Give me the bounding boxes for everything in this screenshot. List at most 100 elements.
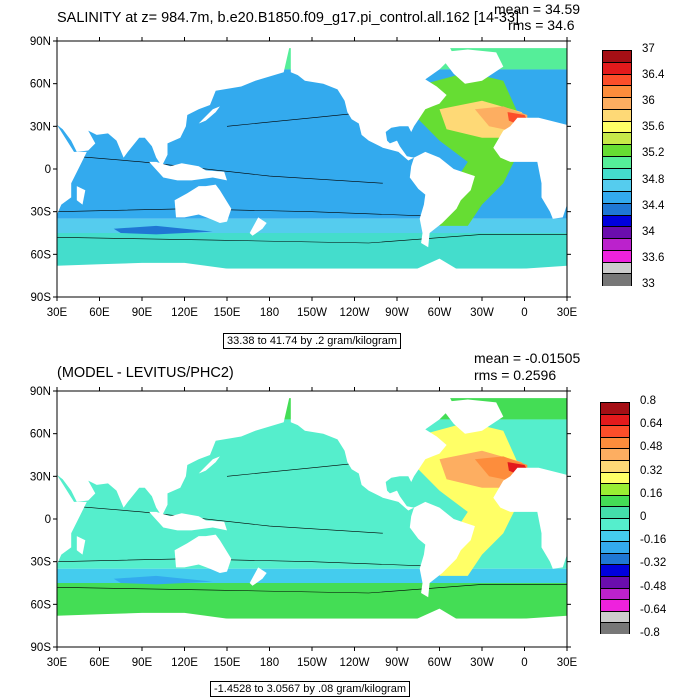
lat-label: 60S (31, 249, 52, 261)
colorbar-swatch (602, 226, 632, 239)
colorbar-label: 0.16 (640, 487, 663, 500)
contour-line (57, 558, 426, 567)
lon-label: 180 (260, 307, 279, 319)
lon-label: 150W (297, 657, 327, 669)
lon-label: 120E (171, 307, 198, 319)
colorbar-swatch (600, 402, 630, 415)
colorbar-swatch (602, 50, 632, 63)
lat-label: 90S (31, 292, 52, 304)
colorbar-label: 34.4 (642, 199, 665, 212)
colorbar-swatch (600, 599, 630, 612)
land-antarctica (57, 608, 567, 647)
contour-line (57, 234, 567, 244)
lat-label: 0 (45, 514, 51, 526)
lon-label: 150W (297, 307, 327, 319)
contour-line (57, 208, 426, 217)
lat-label: 90S (31, 642, 52, 654)
colorbar-swatch (600, 518, 630, 531)
lon-label: 30E (557, 307, 578, 319)
panel-title: (MODEL - LEVITUS/PHC2) (57, 365, 234, 381)
lon-label: 60W (428, 657, 452, 669)
colorbar-swatch (602, 202, 632, 215)
colorbar-swatch (600, 564, 630, 577)
lat-label: 60N (30, 429, 51, 441)
land-samer (409, 501, 475, 598)
lon-label: 30W (470, 657, 494, 669)
contour-range-note: 33.38 to 41.74 by .2 gram/kilogram (223, 333, 401, 349)
contour-range-note: -1.4528 to 3.0567 by .08 gram/kilogram (210, 681, 411, 697)
lat-label: 0 (45, 164, 51, 176)
colorbar-swatch (600, 448, 630, 461)
colorbar-swatch (602, 214, 632, 227)
lon-label: 120E (171, 657, 198, 669)
lon-label: 60E (89, 657, 110, 669)
colorbar-swatch (602, 73, 632, 86)
colorbar-swatch (600, 610, 630, 623)
lon-label: 0 (521, 307, 527, 319)
land-africa (57, 474, 87, 565)
land-madagascar (76, 536, 86, 555)
lon-label: 30E (557, 657, 578, 669)
colorbar-label: 0.48 (640, 441, 663, 454)
colorbar-swatch (600, 576, 630, 589)
lon-label: 150E (214, 307, 241, 319)
land-indonesia (149, 161, 227, 181)
lat-label: 60S (31, 599, 52, 611)
contour-line (57, 154, 383, 184)
colorbar-label: 36 (642, 95, 655, 108)
colorbar-label: 34 (642, 225, 655, 238)
colorbar-swatch (602, 108, 632, 121)
colorbar-label: 0.64 (640, 418, 663, 431)
land-greenland (439, 399, 504, 434)
lon-label: 60W (428, 307, 452, 319)
difference-panel: (MODEL - LEVITUS/PHC2) mean = -0.01505 r… (0, 350, 700, 700)
land-australia (174, 534, 232, 573)
colorbar-label: 0 (640, 511, 647, 523)
lat-label: 30S (31, 557, 52, 569)
lon-label: 120W (339, 307, 369, 319)
lon-label: 30W (470, 307, 494, 319)
lat-label: 30S (31, 207, 52, 219)
lon-label: 90E (132, 657, 153, 669)
land-japan (198, 106, 220, 124)
lon-label: 90W (385, 657, 409, 669)
lat-label: 30N (30, 471, 51, 483)
low-salinity-pool (113, 225, 213, 235)
colorbar-label: -0.64 (640, 603, 667, 616)
salinity-panel: SALINITY at z= 984.7m, b.e20.B1850.f09_g… (30, 1, 665, 349)
land-eurasia (57, 41, 291, 167)
colorbar-swatch (602, 61, 632, 74)
colorbar-swatch (602, 179, 632, 192)
land-namer (290, 391, 454, 511)
contour-line (57, 504, 383, 534)
colorbar-swatch (600, 483, 630, 496)
colorbar-swatch (600, 552, 630, 565)
colorbar-swatch (602, 85, 632, 98)
colorbar-label: -0.16 (640, 534, 667, 547)
colorbar-swatch (600, 471, 630, 484)
land-eurasia (57, 391, 291, 517)
colorbar-label: -0.48 (640, 580, 667, 593)
land-namer (290, 41, 454, 161)
land-africa (57, 124, 87, 215)
lon-label: 0 (521, 657, 527, 669)
colorbar-swatch (600, 506, 630, 519)
lon-label: 30E (47, 307, 68, 319)
lon-label: 180 (260, 657, 279, 669)
land-japan (198, 456, 220, 474)
colorbar-swatch (600, 460, 630, 473)
colorbar-label: 36.4 (642, 69, 665, 82)
colorbar-swatch (602, 249, 632, 262)
colorbar-swatch (600, 587, 630, 600)
colorbar-swatch (600, 541, 630, 554)
lat-label: 90N (30, 386, 51, 398)
land-nz (249, 567, 267, 586)
colorbar-swatch (600, 425, 630, 438)
colorbar-label: 33 (642, 278, 655, 290)
colorbar-label: 33.6 (642, 251, 665, 264)
land-australia (174, 184, 232, 223)
lat-label: 30N (30, 121, 51, 133)
colorbar-swatch (602, 273, 632, 286)
colorbar-swatch (600, 529, 630, 542)
land-indonesia (149, 511, 227, 531)
